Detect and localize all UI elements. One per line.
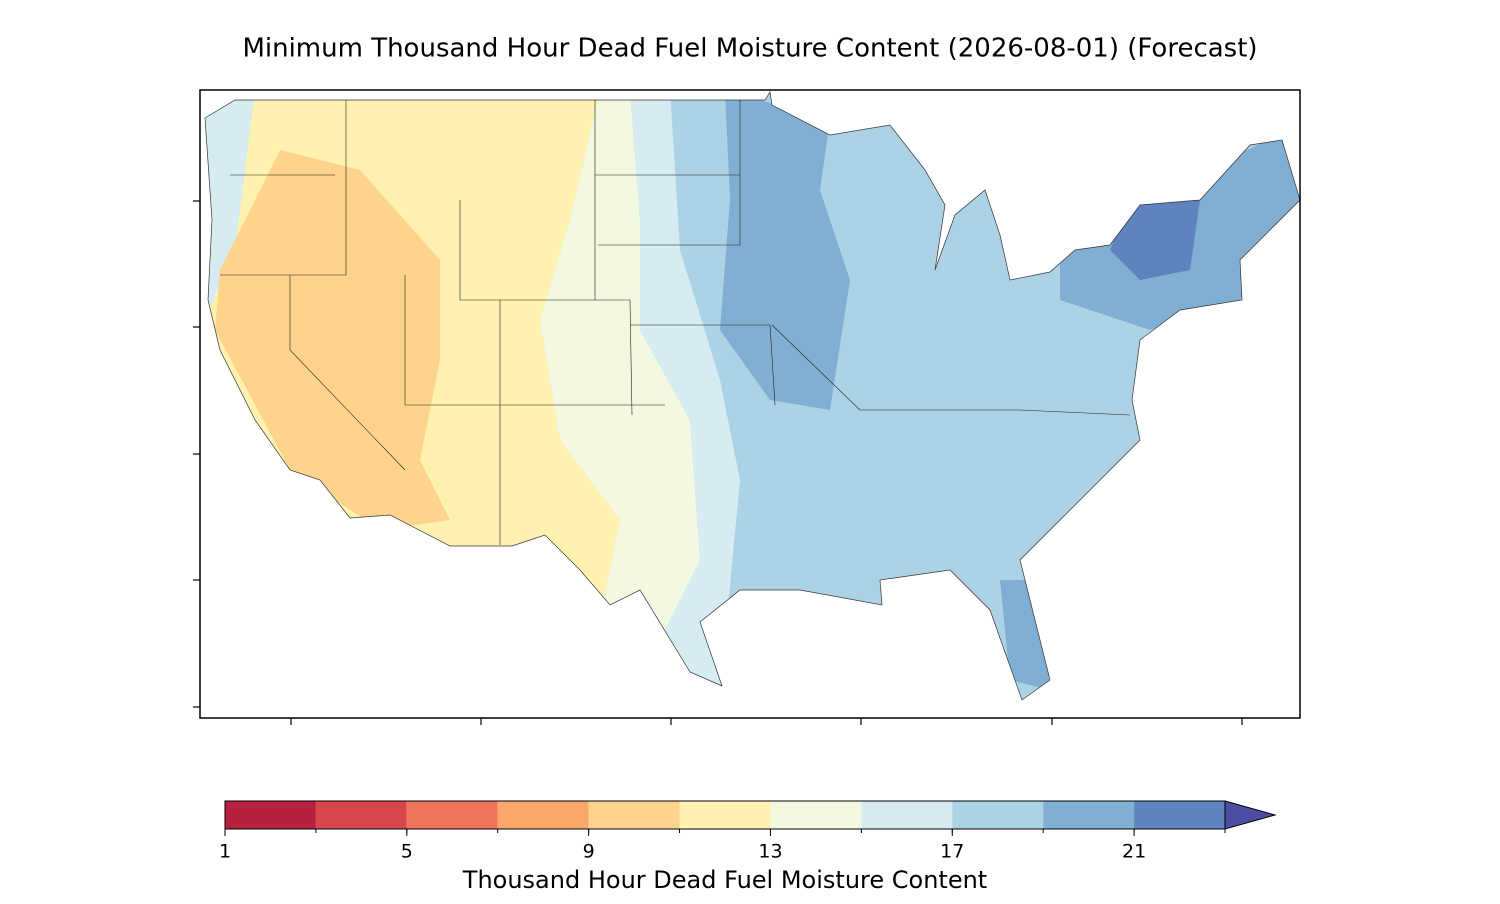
colorbar-outline <box>224 800 1226 830</box>
colorbar-bin <box>952 801 1044 829</box>
colorbar-tick-label: 5 <box>401 841 413 863</box>
colorbar-bin <box>497 801 589 829</box>
colorbar-tick-label: 17 <box>940 841 964 863</box>
map-frame <box>199 89 1301 719</box>
colorbar-tick-label: 13 <box>758 841 782 863</box>
colorbar-bin <box>406 801 498 829</box>
title: Minimum Thousand Hour Dead Fuel Moisture… <box>242 34 1257 64</box>
colorbar-label: Thousand Hour Dead Fuel Moisture Content <box>462 866 987 894</box>
colorbar-tick-label: 21 <box>1122 841 1146 863</box>
state-borders <box>220 100 1131 545</box>
colorbar-bin <box>861 801 953 829</box>
colorbar-bin <box>1043 801 1135 829</box>
colorbar-bin <box>225 801 316 829</box>
colorbar-bin <box>588 801 680 829</box>
colorbar: 1 5 9 13 17 21 <box>219 800 1277 863</box>
colorbar-tick-label: 1 <box>219 841 231 863</box>
colorbar-tick-label: 9 <box>583 841 595 863</box>
colorbar-bin <box>770 801 862 829</box>
us-outline <box>204 91 1301 701</box>
frame-ticks <box>193 200 1243 725</box>
colorbar-bin <box>315 801 407 829</box>
colorbar-bin <box>1134 801 1225 829</box>
colorbar-bin <box>679 801 771 829</box>
